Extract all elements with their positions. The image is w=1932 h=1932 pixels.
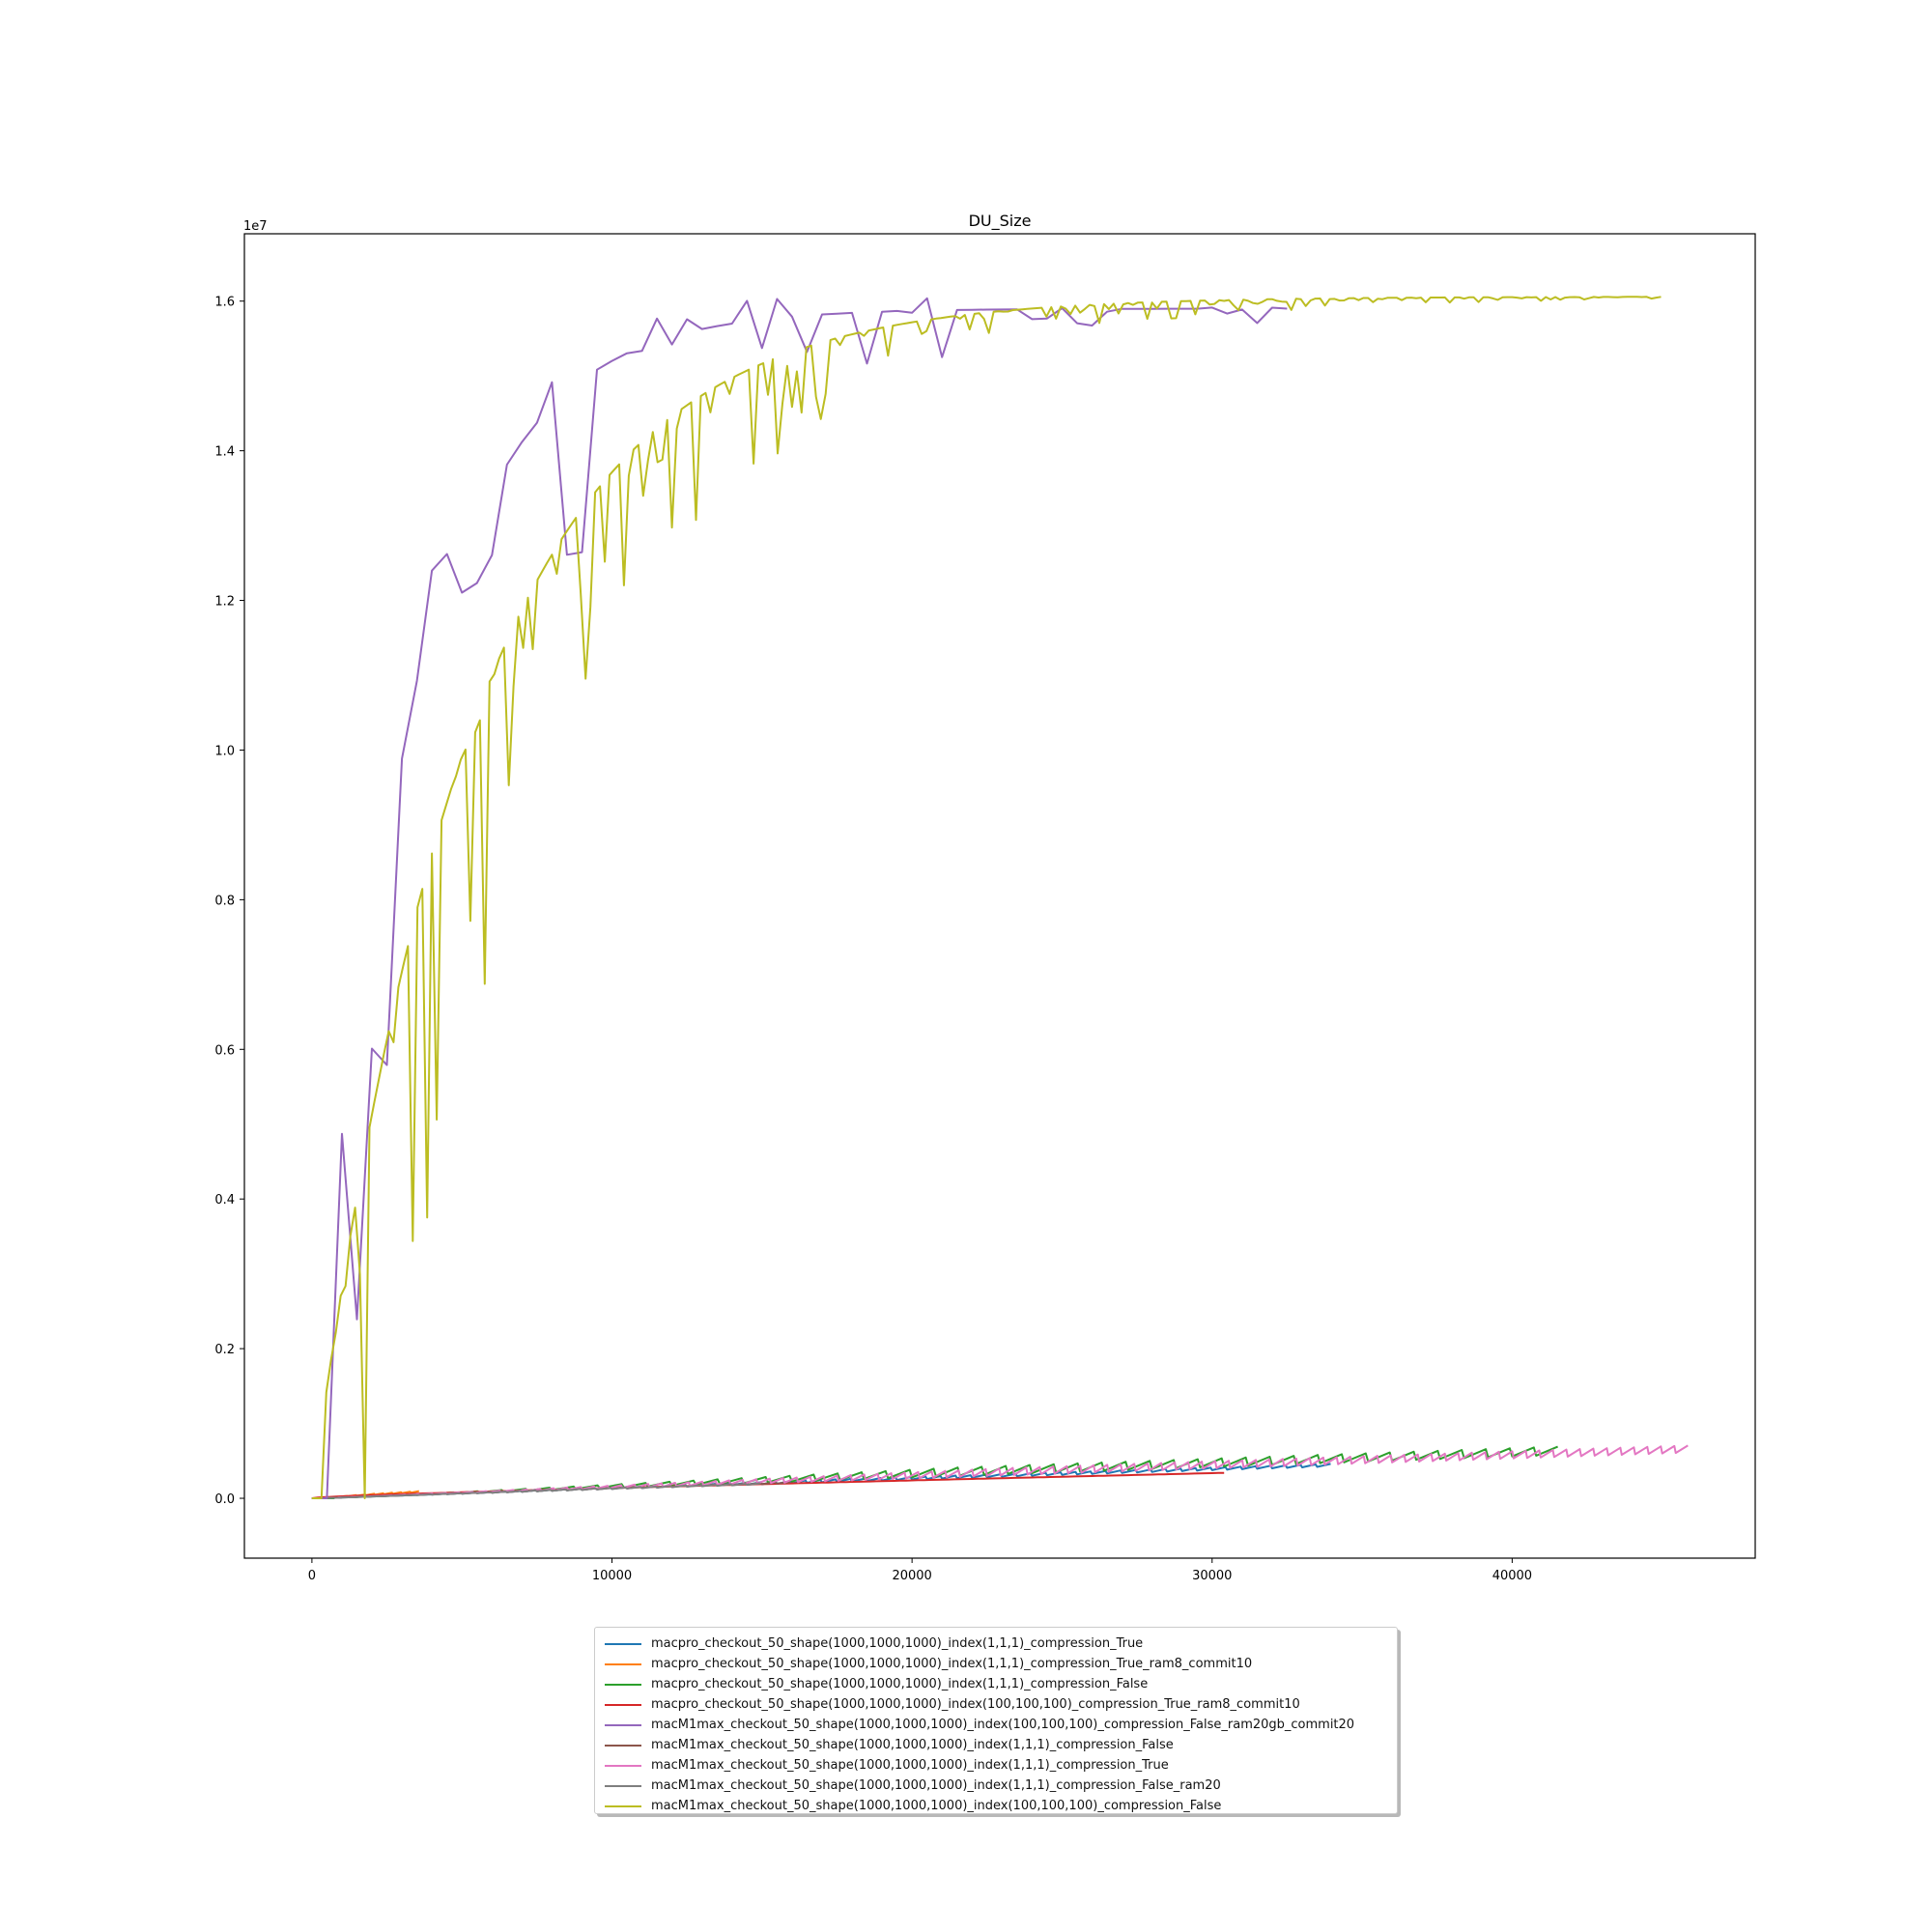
x-tick-label: 10000 bbox=[592, 1569, 632, 1583]
y-tick-label: 0.4 bbox=[214, 1193, 235, 1208]
x-tick-label: 20000 bbox=[892, 1569, 931, 1583]
legend-item: macpro_checkout_50_shape(1000,1000,1000)… bbox=[605, 1694, 1387, 1715]
x-tick-label: 30000 bbox=[1192, 1569, 1232, 1583]
series-layer bbox=[311, 296, 1689, 1499]
legend-swatch bbox=[605, 1662, 641, 1665]
chart-title: DU_Size bbox=[969, 212, 1032, 231]
legend-item: macpro_checkout_50_shape(1000,1000,1000)… bbox=[605, 1654, 1387, 1674]
y-tick-label: 1.2 bbox=[214, 595, 235, 610]
x-tick-label: 40000 bbox=[1492, 1569, 1532, 1583]
legend-label: macpro_checkout_50_shape(1000,1000,1000)… bbox=[651, 1657, 1253, 1671]
legend-label: macM1max_checkout_50_shape(1000,1000,100… bbox=[651, 1778, 1221, 1793]
legend-item: macpro_checkout_50_shape(1000,1000,1000)… bbox=[605, 1674, 1387, 1694]
plot-frame bbox=[243, 233, 1756, 1559]
y-tick-label: 1.6 bbox=[214, 296, 235, 310]
legend-item: macpro_checkout_50_shape(1000,1000,1000)… bbox=[605, 1634, 1387, 1654]
legend-label: macpro_checkout_50_shape(1000,1000,1000)… bbox=[651, 1697, 1300, 1712]
legend-item: macM1max_checkout_50_shape(1000,1000,100… bbox=[605, 1796, 1387, 1816]
legend-swatch bbox=[605, 1642, 641, 1645]
legend-label: macpro_checkout_50_shape(1000,1000,1000)… bbox=[651, 1677, 1149, 1691]
series-line bbox=[311, 297, 1288, 1499]
legend-swatch bbox=[605, 1744, 641, 1747]
series-line bbox=[311, 296, 1662, 1499]
legend-label: macM1max_checkout_50_shape(1000,1000,100… bbox=[651, 1718, 1355, 1732]
y-tick-label: 0.0 bbox=[214, 1492, 235, 1507]
legend-swatch bbox=[605, 1723, 641, 1726]
legend-item: macM1max_checkout_50_shape(1000,1000,100… bbox=[605, 1755, 1387, 1776]
y-axis: 0.0 0.2 0.4 0.6 0.8 1.0 1.2 1.4 1.6 bbox=[214, 296, 244, 1507]
legend-label: macM1max_checkout_50_shape(1000,1000,100… bbox=[651, 1799, 1222, 1813]
y-tick-label: 0.8 bbox=[214, 894, 235, 908]
chart-legend: macpro_checkout_50_shape(1000,1000,1000)… bbox=[594, 1627, 1398, 1814]
x-axis: 0 10000 20000 30000 40000 bbox=[308, 1558, 1532, 1583]
legend-label: macM1max_checkout_50_shape(1000,1000,100… bbox=[651, 1738, 1174, 1752]
legend-swatch bbox=[605, 1683, 641, 1686]
legend-swatch bbox=[605, 1703, 641, 1706]
legend-item: macM1max_checkout_50_shape(1000,1000,100… bbox=[605, 1715, 1387, 1735]
legend-label: macpro_checkout_50_shape(1000,1000,1000)… bbox=[651, 1636, 1144, 1651]
legend-item: macM1max_checkout_50_shape(1000,1000,100… bbox=[605, 1776, 1387, 1796]
y-tick-label: 0.6 bbox=[214, 1043, 235, 1058]
series-line bbox=[311, 1482, 761, 1499]
y-tick-label: 1.4 bbox=[214, 445, 235, 460]
y-tick-label: 1.0 bbox=[214, 744, 235, 758]
y-axis-offset-label: 1e7 bbox=[243, 219, 268, 234]
legend-item: macM1max_checkout_50_shape(1000,1000,100… bbox=[605, 1735, 1387, 1755]
y-tick-label: 0.2 bbox=[214, 1343, 235, 1357]
legend-swatch bbox=[605, 1784, 641, 1787]
legend-label: macM1max_checkout_50_shape(1000,1000,100… bbox=[651, 1758, 1169, 1773]
x-tick-label: 0 bbox=[308, 1569, 316, 1583]
legend-swatch bbox=[605, 1804, 641, 1807]
legend-swatch bbox=[605, 1764, 641, 1767]
